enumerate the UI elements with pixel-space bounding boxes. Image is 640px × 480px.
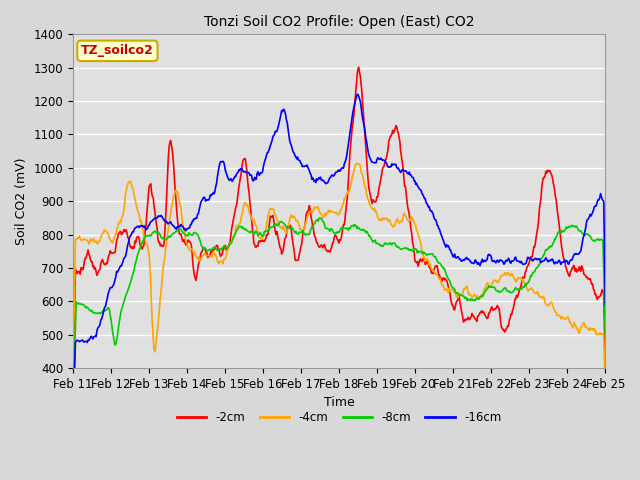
X-axis label: Time: Time: [324, 396, 355, 409]
Y-axis label: Soil CO2 (mV): Soil CO2 (mV): [15, 157, 28, 245]
Text: TZ_soilco2: TZ_soilco2: [81, 44, 154, 57]
Title: Tonzi Soil CO2 Profile: Open (East) CO2: Tonzi Soil CO2 Profile: Open (East) CO2: [204, 15, 474, 29]
Legend: -2cm, -4cm, -8cm, -16cm: -2cm, -4cm, -8cm, -16cm: [172, 407, 506, 429]
